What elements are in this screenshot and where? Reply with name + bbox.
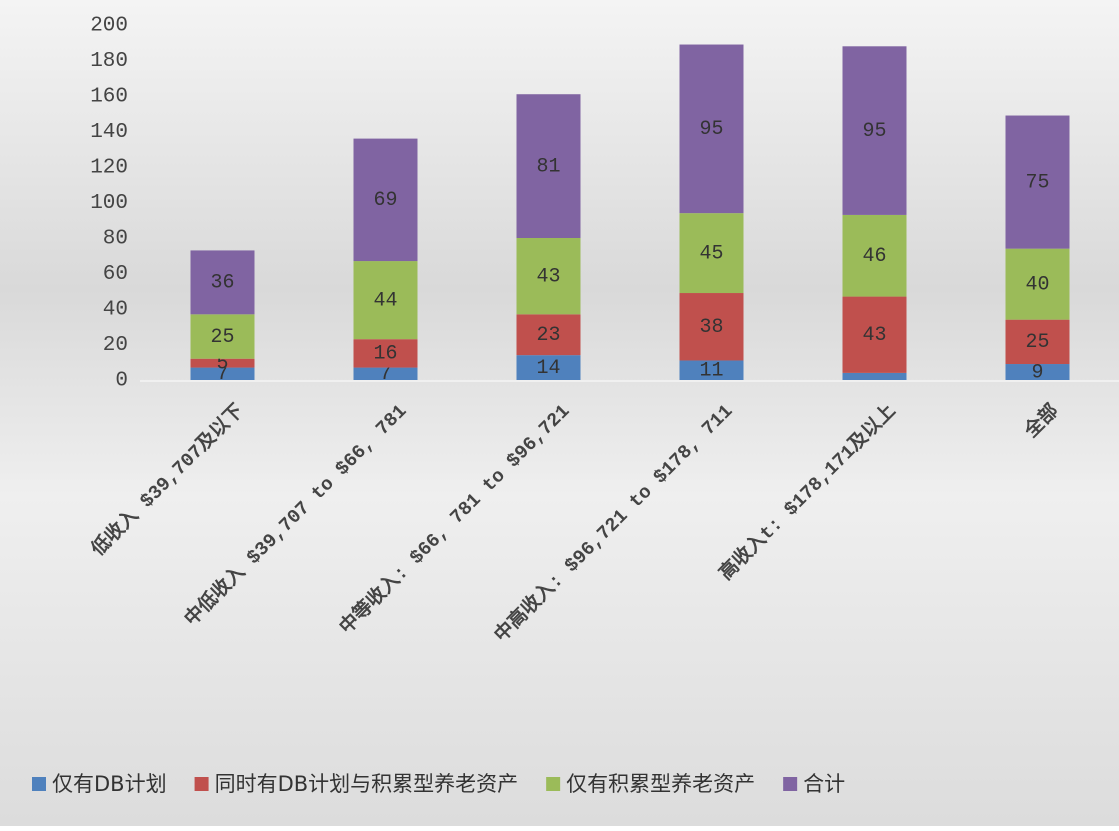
value-label: 25 (1025, 331, 1049, 354)
y-tick-label: 60 (103, 263, 128, 286)
y-tick-label: 0 (115, 370, 128, 393)
bar-segment (190, 367, 255, 380)
y-tick-label: 100 (90, 192, 128, 215)
value-label: 43 (536, 265, 560, 288)
legend-swatch (546, 777, 561, 791)
bar-segment (190, 358, 255, 368)
bar-segment (516, 314, 581, 356)
value-label: 36 (210, 272, 234, 295)
value-label: 23 (536, 324, 560, 347)
bar-segment (679, 293, 744, 361)
bar-segment (516, 94, 581, 238)
bar-segment (353, 261, 418, 340)
value-label: 95 (862, 120, 886, 143)
value-label: 43 (862, 324, 886, 347)
bar-segment (353, 138, 418, 262)
bar-segment (190, 314, 255, 359)
value-label: 46 (862, 245, 886, 268)
y-tick-label: 200 (90, 15, 128, 38)
y-tick-label: 20 (103, 334, 128, 357)
bar-segment (679, 360, 744, 380)
legend-swatch (194, 777, 209, 791)
bar-segment (190, 250, 255, 315)
value-label: 40 (1025, 273, 1049, 296)
bar-segment (842, 214, 907, 297)
value-label: 7 (216, 363, 228, 386)
bar-segment (516, 355, 581, 380)
y-tick-label: 140 (90, 121, 128, 144)
value-label: 16 (373, 343, 397, 366)
value-label: 81 (536, 155, 560, 178)
bar-segment (353, 367, 418, 380)
y-tick-label: 180 (90, 50, 128, 73)
legend-label: 合计 (803, 772, 845, 796)
legend-label: 仅有DB计划 (52, 772, 167, 796)
value-label: 25 (210, 326, 234, 349)
value-label: 75 (1025, 171, 1049, 194)
value-label: 44 (373, 289, 397, 312)
value-label: 14 (536, 357, 560, 380)
value-label: 9 (1031, 361, 1043, 384)
bar-segment (842, 46, 907, 215)
legend-swatch (32, 777, 46, 791)
bar-segment (1005, 248, 1070, 320)
bar-segment (1005, 364, 1070, 380)
bar-segment (516, 238, 581, 315)
bar-segment (1005, 115, 1070, 249)
y-tick-label: 80 (103, 228, 128, 251)
bar-segment (679, 213, 744, 294)
value-label: 11 (699, 360, 723, 383)
legend-swatch (783, 777, 798, 791)
y-tick-label: 120 (90, 157, 128, 180)
bar-segment (353, 339, 418, 368)
value-label: 38 (699, 316, 723, 339)
bar-segment (842, 372, 907, 380)
y-tick-label: 160 (90, 86, 128, 109)
value-label: 69 (373, 189, 397, 212)
value-label: 95 (699, 118, 723, 141)
bar-segment (1005, 319, 1070, 365)
value-label: 7 (379, 363, 391, 386)
bar-segment (842, 296, 907, 373)
bar-segment (679, 44, 744, 214)
legend-label: 同时有DB计划与积累型养老资产 (215, 772, 519, 796)
legend-label: 仅有积累型养老资产 (566, 772, 755, 796)
y-tick-label: 40 (103, 299, 128, 322)
value-label: 45 (699, 242, 723, 265)
